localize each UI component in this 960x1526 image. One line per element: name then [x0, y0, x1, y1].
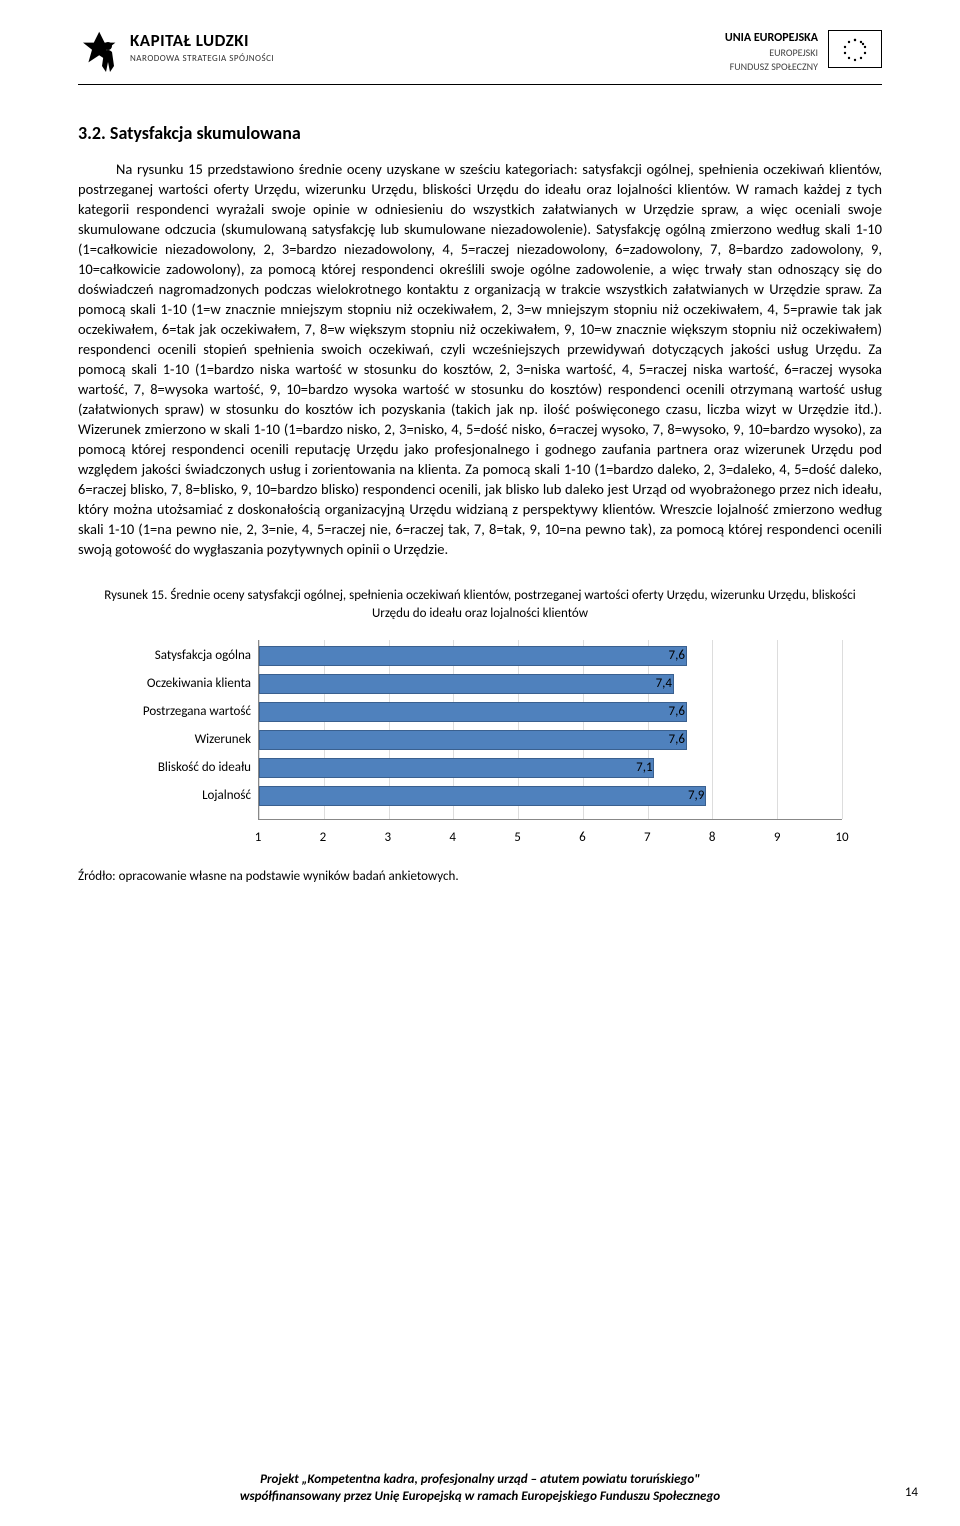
page-header: KAPITAŁ LUDZKI NARODOWA STRATEGIA SPÓJNO…	[78, 28, 882, 85]
chart-bar-value: 7,4	[652, 676, 672, 694]
chart-x-tick: 7	[637, 829, 657, 847]
chart-bar-label: Postrzegana wartość	[104, 704, 259, 722]
page-number: 14	[905, 1484, 918, 1502]
chart-bar-value: 7,6	[665, 732, 685, 750]
chart-bar	[259, 702, 687, 722]
chart-container: Satysfakcja ogólna7,6Oczekiwania klienta…	[98, 640, 862, 850]
chart-bar-value: 7,6	[665, 648, 685, 666]
star-person-icon	[78, 28, 120, 76]
chart-bar	[259, 730, 687, 750]
chart-x-tick: 5	[508, 829, 528, 847]
chart-bar-value: 7,6	[665, 704, 685, 722]
logo-right-text: UNIA EUROPEJSKA EUROPEJSKI FUNDUSZ SPOŁE…	[725, 28, 818, 73]
chart-bar-row: Satysfakcja ogólna7,6	[259, 646, 842, 666]
section-heading: 3.2. Satysfakcja skumulowana	[78, 121, 882, 145]
footer-line2: współfinansowany przez Unię Europejską w…	[78, 1488, 882, 1506]
chart-gridline	[842, 640, 843, 819]
chart-bar-row: Bliskość do ideału7,1	[259, 758, 842, 778]
logo-kapital-ludzki: KAPITAŁ LUDZKI NARODOWA STRATEGIA SPÓJNO…	[78, 28, 274, 76]
logo-left-text: KAPITAŁ LUDZKI NARODOWA STRATEGIA SPÓJNO…	[130, 28, 274, 65]
page-footer: Projekt „Kompetentna kadra, profesjonaln…	[78, 1471, 882, 1506]
chart-x-tick: 1	[248, 829, 268, 847]
chart-bar-label: Lojalność	[104, 788, 259, 806]
chart-x-tick: 8	[702, 829, 722, 847]
chart-bar	[259, 674, 674, 694]
figure-caption: Rysunek 15. Średnie oceny satysfakcji og…	[78, 587, 882, 622]
eu-title: UNIA EUROPEJSKA	[725, 30, 818, 46]
chart-bar	[259, 786, 706, 806]
logo-left-title: KAPITAŁ LUDZKI	[130, 30, 274, 53]
chart-x-tick: 3	[378, 829, 398, 847]
chart-x-tick: 6	[572, 829, 592, 847]
chart-x-axis: 12345678910	[258, 826, 842, 846]
chart-bar-row: Postrzegana wartość7,6	[259, 702, 842, 722]
chart-bar-row: Wizerunek7,6	[259, 730, 842, 750]
footer-line1: Projekt „Kompetentna kadra, profesjonaln…	[78, 1471, 882, 1489]
chart-x-tick: 10	[832, 829, 852, 847]
figure-source: Źródło: opracowanie własne na podstawie …	[78, 868, 882, 886]
eu-flag-icon	[828, 30, 882, 68]
chart-x-tick: 2	[313, 829, 333, 847]
eu-sub2: FUNDUSZ SPOŁECZNY	[725, 60, 818, 74]
section-body: Na rysunku 15 przedstawiono średnie ocen…	[78, 159, 882, 559]
logo-left-subtitle: NARODOWA STRATEGIA SPÓJNOŚCI	[130, 53, 274, 65]
page: KAPITAŁ LUDZKI NARODOWA STRATEGIA SPÓJNO…	[0, 0, 960, 1526]
logo-eu: UNIA EUROPEJSKA EUROPEJSKI FUNDUSZ SPOŁE…	[725, 28, 882, 73]
chart-bar	[259, 646, 687, 666]
chart-bar-row: Lojalność7,9	[259, 786, 842, 806]
chart-bar-value: 7,9	[684, 788, 704, 806]
chart-plot: Satysfakcja ogólna7,6 Oczekiwania klienta…	[258, 640, 842, 850]
chart-bar-label: Oczekiwania klienta	[104, 676, 259, 694]
chart-bar-value: 7,1	[632, 760, 652, 778]
chart-bar-label: Bliskość do ideału	[104, 760, 259, 778]
chart-bar-label: Wizerunek	[104, 732, 259, 750]
chart-x-tick: 4	[443, 829, 463, 847]
eu-sub1: EUROPEJSKI	[725, 46, 818, 60]
chart-bars-area: Satysfakcja ogólna7,6 Oczekiwania klienta…	[258, 640, 842, 820]
chart-bar-label: Satysfakcja ogólna	[104, 648, 259, 666]
chart-bar-row: Oczekiwania klienta7,4	[259, 674, 842, 694]
chart-bar	[259, 758, 654, 778]
chart-x-tick: 9	[767, 829, 787, 847]
